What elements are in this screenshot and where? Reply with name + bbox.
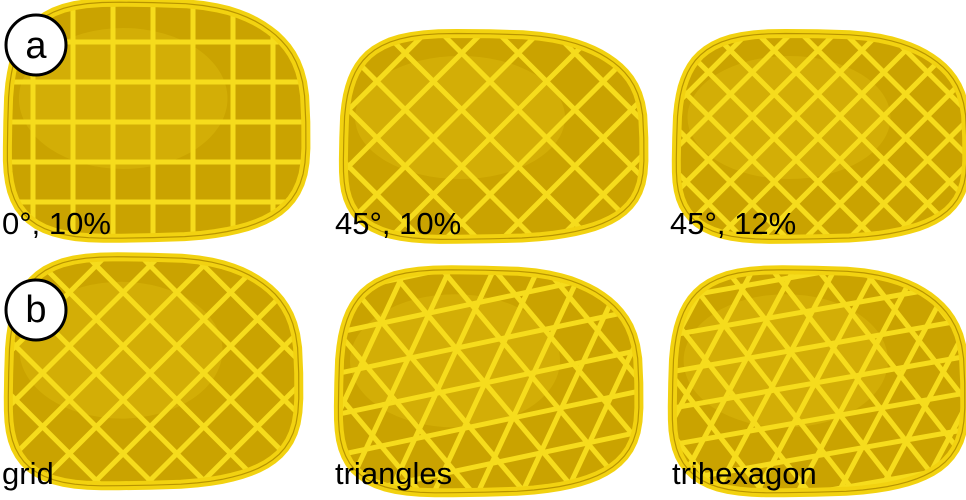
infill-line bbox=[771, 269, 965, 493]
infill-line bbox=[343, 33, 644, 240]
infill-line bbox=[338, 269, 639, 493]
part-edge bbox=[342, 32, 645, 241]
part-edge bbox=[6, 1, 307, 239]
row-a-badge: a bbox=[4, 13, 68, 77]
part-edge bbox=[675, 32, 966, 241]
infill-line bbox=[676, 33, 966, 240]
infill-line bbox=[718, 269, 965, 493]
infill-line bbox=[8, 256, 299, 486]
infill-line bbox=[672, 269, 965, 493]
infill-line bbox=[672, 269, 828, 493]
infill-line bbox=[675, 269, 955, 493]
infill-line bbox=[343, 33, 620, 240]
caption: 45°, 12% bbox=[670, 206, 796, 241]
infill-line bbox=[382, 269, 639, 493]
infill-line bbox=[676, 33, 966, 240]
infill-line bbox=[343, 33, 644, 240]
infill-line bbox=[676, 33, 966, 240]
infill-line bbox=[672, 365, 965, 472]
part-edge bbox=[671, 269, 966, 494]
badge-circle bbox=[4, 13, 68, 77]
printed-part bbox=[676, 33, 966, 240]
infill-line bbox=[672, 269, 859, 493]
infill-line bbox=[676, 33, 966, 240]
infill-line bbox=[338, 269, 578, 493]
infill-line bbox=[802, 269, 965, 493]
part-edge bbox=[337, 269, 640, 494]
infill-line bbox=[343, 33, 644, 240]
infill-line bbox=[343, 33, 644, 240]
infill-line bbox=[8, 256, 299, 486]
infill-line bbox=[23, 256, 299, 486]
infill-line bbox=[689, 269, 965, 493]
infill-line bbox=[676, 33, 966, 240]
infill-line bbox=[672, 294, 965, 401]
infill-line bbox=[338, 269, 619, 493]
infill-line bbox=[351, 269, 639, 493]
infill-line bbox=[360, 33, 644, 240]
infill-line bbox=[707, 269, 965, 493]
infill-line bbox=[676, 33, 966, 240]
infill-line bbox=[8, 256, 299, 486]
infill-line bbox=[672, 269, 912, 493]
row-b-badge: b bbox=[4, 278, 68, 342]
caption: 45°, 10% bbox=[335, 206, 461, 241]
printed-part bbox=[8, 256, 299, 486]
row-label: a bbox=[25, 25, 47, 67]
infill-line bbox=[392, 269, 639, 493]
infill-line bbox=[8, 256, 277, 486]
infill-line bbox=[8, 256, 299, 486]
caption: triangles bbox=[335, 456, 452, 491]
infill-line bbox=[672, 269, 965, 493]
infill-line bbox=[672, 269, 923, 493]
infill-line bbox=[464, 269, 639, 493]
infill-line bbox=[672, 269, 941, 493]
caption: trihexagon bbox=[672, 456, 817, 491]
infill-line bbox=[338, 279, 639, 409]
part-shade bbox=[355, 56, 565, 179]
infill-line bbox=[676, 33, 938, 240]
infill-line bbox=[338, 269, 588, 493]
infill-line bbox=[672, 269, 884, 493]
infill-line bbox=[338, 269, 506, 493]
printed-part bbox=[338, 269, 639, 493]
printed-part bbox=[7, 2, 306, 239]
part-shade bbox=[687, 56, 891, 179]
caption: grid bbox=[2, 456, 54, 491]
infill-line bbox=[338, 269, 639, 493]
infill-line bbox=[8, 256, 299, 486]
infill-line bbox=[672, 269, 965, 330]
infill-line bbox=[676, 33, 960, 240]
infill-line bbox=[338, 357, 639, 487]
part-edge bbox=[7, 256, 300, 487]
infill-line bbox=[338, 269, 542, 493]
infill-line bbox=[672, 269, 891, 493]
infill-line bbox=[739, 269, 965, 493]
infill-line bbox=[428, 269, 639, 493]
part-shade bbox=[350, 294, 560, 428]
infill-line bbox=[355, 269, 615, 493]
badge-circle bbox=[4, 278, 68, 342]
infill-line bbox=[343, 33, 644, 240]
printed-part bbox=[343, 33, 644, 240]
row-label: b bbox=[25, 289, 46, 331]
caption: 0°, 10% bbox=[2, 206, 111, 241]
